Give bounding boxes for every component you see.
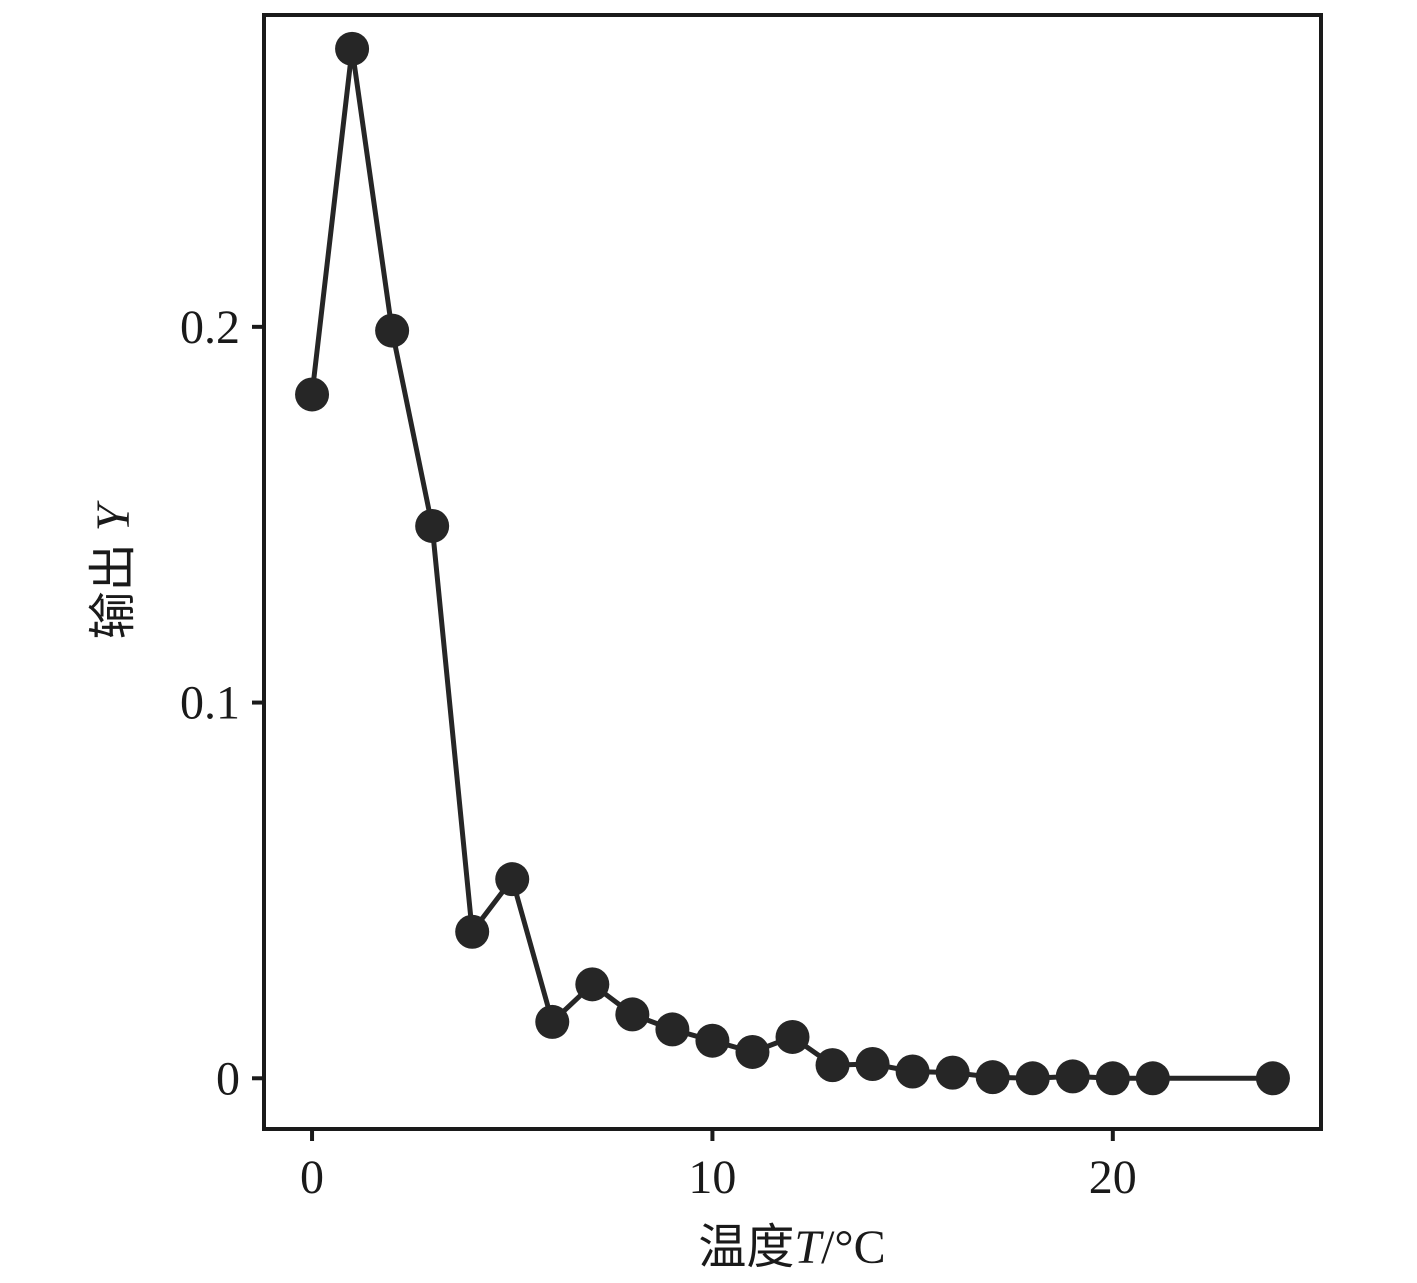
data-point: [335, 31, 370, 66]
series-line: [309, 46, 1273, 1081]
data-point: [495, 862, 530, 897]
x-axis-title-unit: /°C: [821, 1221, 886, 1274]
data-point: [455, 914, 490, 949]
data-point: [1135, 1061, 1170, 1096]
x-axis-title: 温度T/°C: [698, 1221, 885, 1274]
y-tick-label: 0.1: [180, 677, 240, 730]
y-axis-title-prefix: 输出: [87, 531, 140, 639]
data-point: [855, 1047, 890, 1082]
data-point: [575, 967, 610, 1002]
data-point: [815, 1048, 850, 1083]
y-tick-label: 0.2: [180, 301, 240, 354]
data-point: [1255, 1061, 1290, 1096]
data-point: [1095, 1061, 1130, 1096]
data-point: [935, 1055, 970, 1090]
series-points: [295, 31, 1290, 1096]
data-point: [655, 1012, 690, 1047]
y-axis: 0 0.1 0.2: [180, 301, 264, 1105]
x-axis-title-prefix: 温度: [698, 1221, 794, 1274]
data-point: [695, 1023, 730, 1058]
y-axis-title-var: Y: [87, 500, 140, 531]
data-point: [975, 1060, 1010, 1095]
data-point: [375, 313, 410, 348]
data-point: [295, 377, 330, 412]
data-point: [615, 997, 650, 1032]
y-tick-label: 0: [216, 1052, 240, 1105]
x-tick-label: 10: [688, 1151, 736, 1204]
data-point: [735, 1034, 770, 1069]
data-point: [775, 1019, 810, 1054]
x-tick-label: 20: [1089, 1151, 1137, 1204]
data-point: [895, 1054, 930, 1089]
data-point: [535, 1004, 570, 1039]
x-axis: 0 10 20: [300, 1129, 1137, 1204]
y-axis-title: 输出 Y: [87, 500, 140, 639]
x-axis-title-var: T: [794, 1221, 824, 1274]
data-point: [1055, 1059, 1090, 1094]
data-point: [1015, 1061, 1050, 1096]
plot-frame: [262, 13, 1323, 1131]
data-point: [415, 508, 450, 543]
x-tick-label: 0: [300, 1151, 324, 1204]
